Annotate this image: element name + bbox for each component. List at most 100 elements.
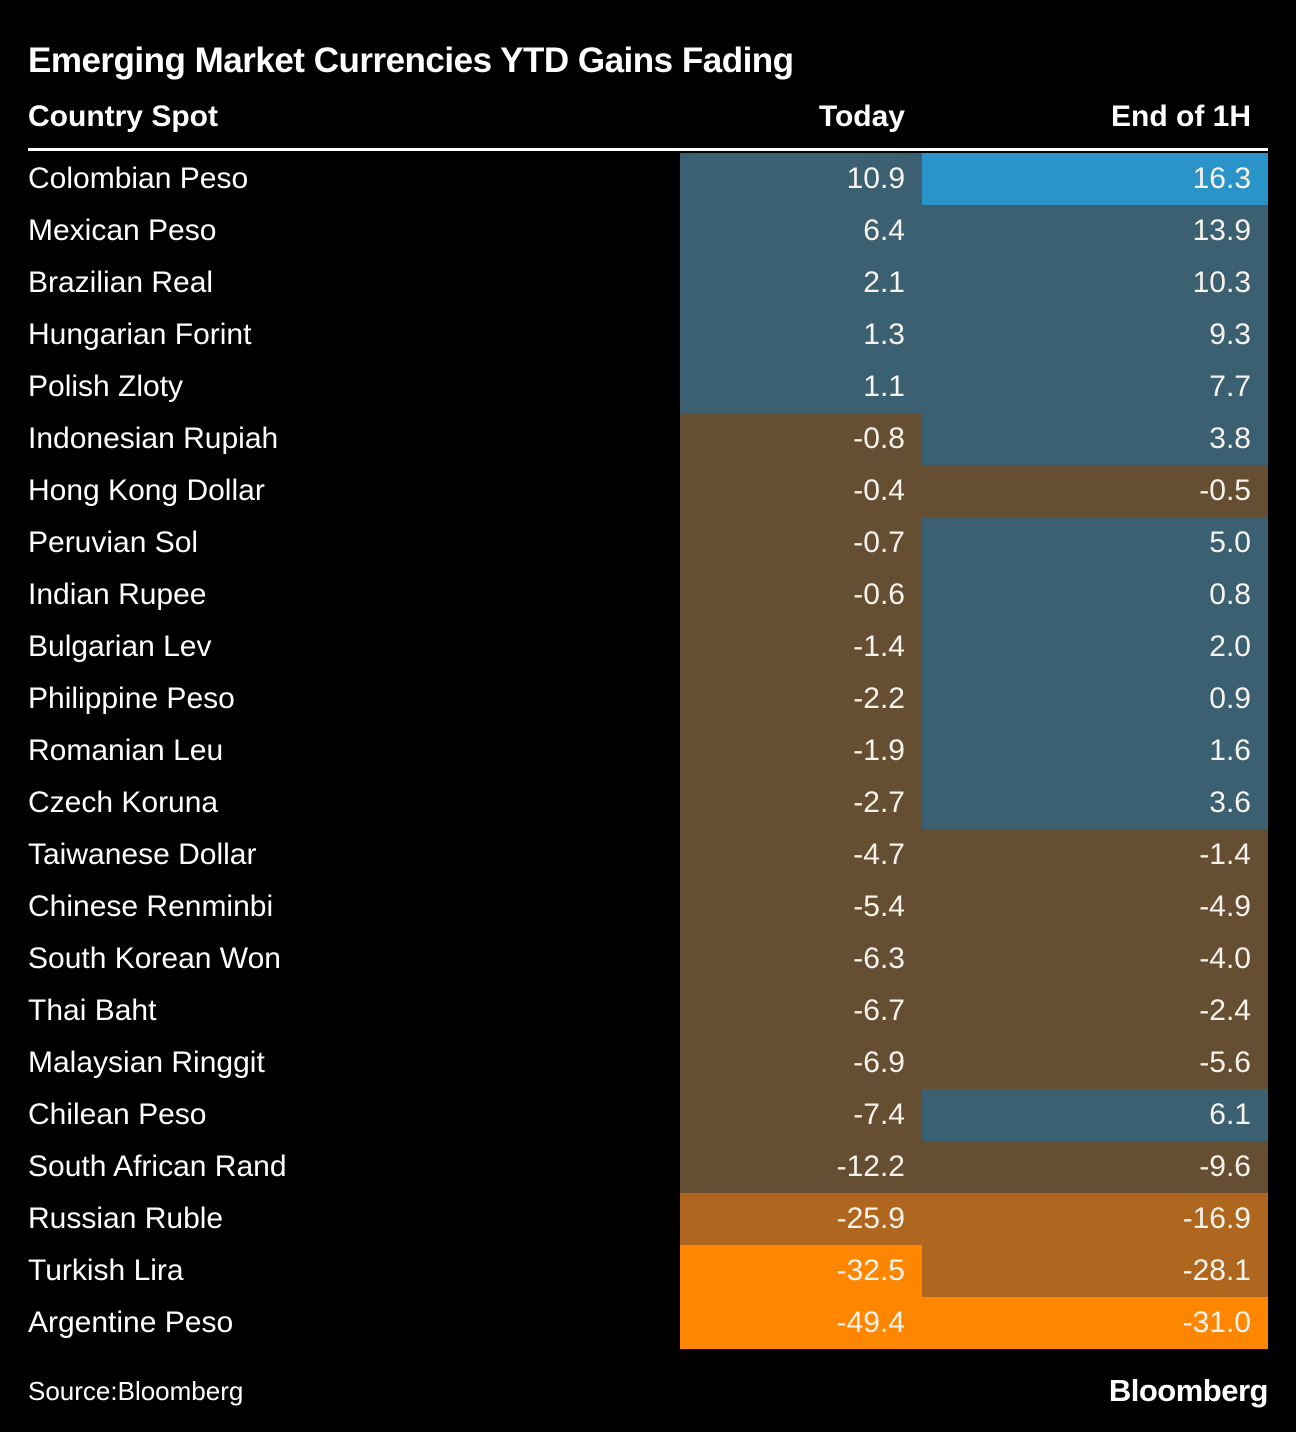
table-row: Taiwanese Dollar -4.7 -1.4 <box>28 829 1268 881</box>
today-value: -4.7 <box>680 829 922 881</box>
end-of-1h-value: 5.0 <box>922 517 1268 569</box>
end-of-1h-value: -31.0 <box>922 1297 1268 1349</box>
currency-name: Indonesian Rupiah <box>28 413 680 465</box>
end-of-1h-value: 9.3 <box>922 309 1268 361</box>
currency-name: South Korean Won <box>28 933 680 985</box>
end-of-1h-value: 6.1 <box>922 1089 1268 1141</box>
table-row: Chinese Renminbi -5.4 -4.9 <box>28 881 1268 933</box>
currency-name: Hong Kong Dollar <box>28 465 680 517</box>
today-value: -2.2 <box>680 673 922 725</box>
currency-name: Philippine Peso <box>28 673 680 725</box>
today-value: -49.4 <box>680 1297 922 1349</box>
end-of-1h-value: -16.9 <box>922 1193 1268 1245</box>
end-of-1h-value: 3.6 <box>922 777 1268 829</box>
today-value: -6.7 <box>680 985 922 1037</box>
end-of-1h-value: 0.9 <box>922 673 1268 725</box>
currency-name: Polish Zloty <box>28 361 680 413</box>
table-row: Mexican Peso 6.4 13.9 <box>28 205 1268 257</box>
today-value: -7.4 <box>680 1089 922 1141</box>
table-row: Brazilian Real 2.1 10.3 <box>28 257 1268 309</box>
today-value: -0.4 <box>680 465 922 517</box>
today-value: -25.9 <box>680 1193 922 1245</box>
table-row: Chilean Peso -7.4 6.1 <box>28 1089 1268 1141</box>
table-row: Philippine Peso -2.2 0.9 <box>28 673 1268 725</box>
today-value: -0.7 <box>680 517 922 569</box>
table-row: Bulgarian Lev -1.4 2.0 <box>28 621 1268 673</box>
end-of-1h-value: 0.8 <box>922 569 1268 621</box>
today-value: -6.3 <box>680 933 922 985</box>
today-value: 10.9 <box>680 153 922 205</box>
today-value: -1.9 <box>680 725 922 777</box>
today-value: -0.8 <box>680 413 922 465</box>
currency-name: Colombian Peso <box>28 153 680 205</box>
table-row: Thai Baht -6.7 -2.4 <box>28 985 1268 1037</box>
currency-name: Indian Rupee <box>28 569 680 621</box>
source-credit: Source:Bloomberg <box>28 1375 244 1406</box>
currency-name: Turkish Lira <box>28 1245 680 1297</box>
table-row: Colombian Peso 10.9 16.3 <box>28 153 1268 205</box>
end-of-1h-value: 7.7 <box>922 361 1268 413</box>
table-row: Indian Rupee -0.6 0.8 <box>28 569 1268 621</box>
today-value: -5.4 <box>680 881 922 933</box>
end-of-1h-value: 2.0 <box>922 621 1268 673</box>
end-of-1h-value: -2.4 <box>922 985 1268 1037</box>
table-row: Czech Koruna -2.7 3.6 <box>28 777 1268 829</box>
table-row: Turkish Lira -32.5 -28.1 <box>28 1245 1268 1297</box>
currency-name: Czech Koruna <box>28 777 680 829</box>
table-row: Argentine Peso -49.4 -31.0 <box>28 1297 1268 1349</box>
end-of-1h-value: -9.6 <box>922 1141 1268 1193</box>
today-value: -6.9 <box>680 1037 922 1089</box>
column-header-end-of-1h: End of 1H <box>1111 100 1251 133</box>
header-divider <box>28 148 1268 151</box>
table-header: Country Spot Today End of 1H <box>28 98 1268 134</box>
end-of-1h-value: -4.0 <box>922 933 1268 985</box>
end-of-1h-value: 10.3 <box>922 257 1268 309</box>
table-row: Romanian Leu -1.9 1.6 <box>28 725 1268 777</box>
table-rows: Colombian Peso 10.9 16.3 Mexican Peso 6.4 13.… <box>28 153 1268 1349</box>
table-row: Hong Kong Dollar -0.4 -0.5 <box>28 465 1268 517</box>
today-value: 6.4 <box>680 205 922 257</box>
today-value: -32.5 <box>680 1245 922 1297</box>
today-value: -0.6 <box>680 569 922 621</box>
currency-name: Taiwanese Dollar <box>28 829 680 881</box>
chart-title: Emerging Market Currencies YTD Gains Fad… <box>28 41 794 80</box>
currency-name: Romanian Leu <box>28 725 680 777</box>
currency-name: Thai Baht <box>28 985 680 1037</box>
currency-name: South African Rand <box>28 1141 680 1193</box>
end-of-1h-value: 1.6 <box>922 725 1268 777</box>
end-of-1h-value: 13.9 <box>922 205 1268 257</box>
table-row: Hungarian Forint 1.3 9.3 <box>28 309 1268 361</box>
currency-name: Brazilian Real <box>28 257 680 309</box>
end-of-1h-value: -0.5 <box>922 465 1268 517</box>
chart-footer: Source:Bloomberg Bloomberg <box>28 1373 1269 1409</box>
today-value: 1.3 <box>680 309 922 361</box>
today-value: 1.1 <box>680 361 922 413</box>
table-row: Polish Zloty 1.1 7.7 <box>28 361 1268 413</box>
table-row: South African Rand -12.2 -9.6 <box>28 1141 1268 1193</box>
column-header-country-spot: Country Spot <box>28 100 218 133</box>
end-of-1h-value: 16.3 <box>922 153 1268 205</box>
currency-name: Russian Ruble <box>28 1193 680 1245</box>
table-row: Peruvian Sol -0.7 5.0 <box>28 517 1268 569</box>
today-value: -1.4 <box>680 621 922 673</box>
table-row: Russian Ruble -25.9 -16.9 <box>28 1193 1268 1245</box>
currency-name: Malaysian Ringgit <box>28 1037 680 1089</box>
currency-name: Chinese Renminbi <box>28 881 680 933</box>
currency-name: Hungarian Forint <box>28 309 680 361</box>
today-value: 2.1 <box>680 257 922 309</box>
end-of-1h-value: -4.9 <box>922 881 1268 933</box>
column-header-today: Today <box>818 100 905 133</box>
currency-name: Chilean Peso <box>28 1089 680 1141</box>
currency-name: Bulgarian Lev <box>28 621 680 673</box>
today-value: -2.7 <box>680 777 922 829</box>
table-row: Indonesian Rupiah -0.8 3.8 <box>28 413 1268 465</box>
currency-name: Peruvian Sol <box>28 517 680 569</box>
table-row: Malaysian Ringgit -6.9 -5.6 <box>28 1037 1268 1089</box>
end-of-1h-value: -28.1 <box>922 1245 1268 1297</box>
bloomberg-logo: Bloomberg <box>1108 1373 1269 1408</box>
end-of-1h-value: -5.6 <box>922 1037 1268 1089</box>
currency-name: Argentine Peso <box>28 1297 680 1349</box>
end-of-1h-value: 3.8 <box>922 413 1268 465</box>
table-row: South Korean Won -6.3 -4.0 <box>28 933 1268 985</box>
